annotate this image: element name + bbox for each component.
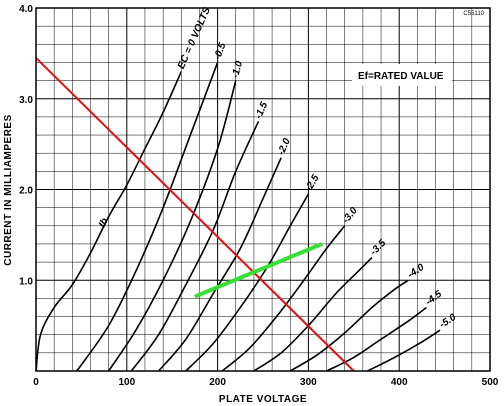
grid-bias-curve-6 — [221, 225, 346, 372]
operating-line — [194, 242, 323, 299]
curve-label: -4.0 — [406, 262, 427, 281]
y-tick-label: 3.0 — [19, 95, 33, 106]
curve-label: -3.0 — [340, 205, 360, 226]
curve-label: -2.0 — [276, 136, 293, 157]
x-tick-label: 500 — [482, 377, 499, 388]
x-tick-label: 200 — [209, 377, 226, 388]
y-tick-label: 2.0 — [19, 186, 33, 197]
y-tick-label: 4.0 — [19, 4, 33, 15]
grid-bias-curve-9 — [326, 306, 427, 372]
y-axis-label: CURRENT IN MILLIAMPERES — [3, 114, 14, 266]
curves: EC = 0 VOLTS -0.5-1.0-1.5-2.0-2.5-3.0-3.5… — [35, 5, 459, 372]
grid-bias-curve-0 — [35, 71, 183, 372]
overlay-lines — [35, 57, 355, 372]
x-tick-label: 0 — [33, 377, 39, 388]
x-axis-label: PLATE VOLTAGE — [219, 394, 307, 405]
grid-bias-curve-2 — [107, 80, 237, 372]
grid-bias-curve-4 — [157, 157, 282, 372]
curve-label: -1.5 — [253, 100, 270, 121]
x-tick-label: 100 — [118, 377, 135, 388]
grid-bias-curve-8 — [289, 279, 409, 372]
curve-label: -5.0 — [438, 312, 459, 331]
y-tick-label: 1.0 — [19, 276, 33, 287]
load-line — [35, 57, 355, 372]
curve-label: -1.0 — [230, 59, 245, 79]
plot-frame — [35, 7, 491, 372]
curve-label: -2.5 — [303, 173, 321, 194]
grid-bias-curve-10 — [367, 329, 441, 372]
grid-bias-curve-7 — [253, 256, 373, 372]
curve-label: -3.5 — [368, 237, 388, 257]
grid-bias-curve-1 — [76, 62, 219, 372]
curve-label: -4.5 — [424, 288, 445, 307]
x-tick-label: 400 — [391, 377, 408, 388]
annotation-box — [352, 64, 452, 86]
grid-bias-curve-3 — [130, 121, 260, 372]
chart-code: C55110 — [463, 11, 484, 17]
grid — [36, 8, 490, 371]
curve-label: EC = 0 VOLTS — [176, 5, 213, 70]
rating-annotation: Ef=RATED VALUE — [358, 71, 444, 82]
tick-labels: 0 100 200 300 400 500 1.0 2.0 3.0 4.0 — [19, 4, 499, 388]
grid-bias-curve-5 — [185, 193, 310, 372]
x-tick-label: 300 — [300, 377, 317, 388]
